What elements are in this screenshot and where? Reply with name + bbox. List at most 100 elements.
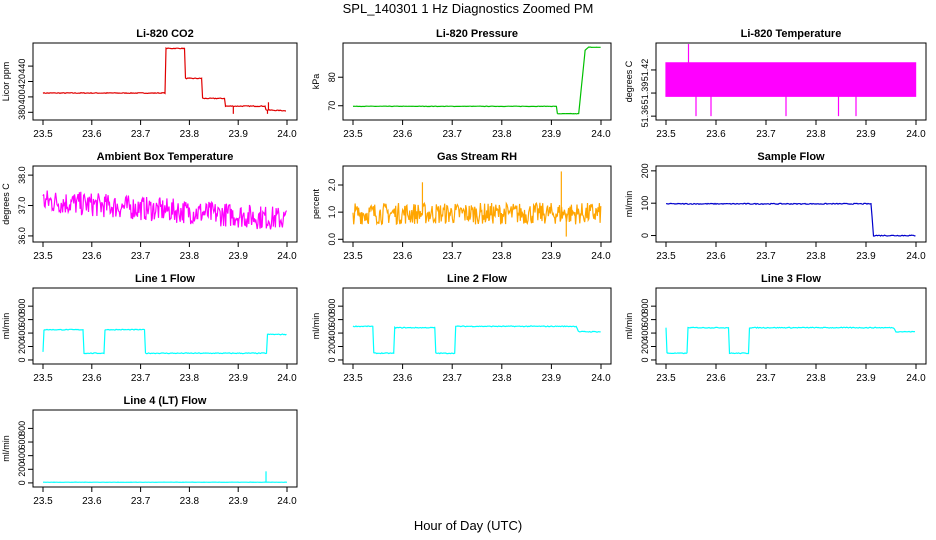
plot-frame — [655, 165, 927, 243]
series-group — [665, 44, 917, 117]
y-tick-label: 400 — [17, 448, 27, 463]
x-tick-label: 23.9 — [856, 129, 876, 140]
panel-7: Line 1 Flow ml/min 23.5 23.6 23.7 23.8 23.9 24.… — [1, 273, 298, 384]
x-tick-label: 23.5 — [343, 251, 363, 262]
data-series-line — [42, 190, 288, 230]
y-tick-label: 36.0 — [17, 227, 27, 245]
plot-frame — [342, 42, 612, 121]
x-tick-label: 23.8 — [492, 373, 512, 384]
y-tick-label: 400 — [640, 326, 650, 341]
x-tick-label: 23.9 — [856, 251, 876, 262]
y-axis-label: degrees C — [1, 183, 11, 225]
y-tick-label: 200 — [640, 163, 650, 178]
x-tick-label: 23.5 — [656, 251, 676, 262]
x-tick-label: 23.9 — [542, 251, 562, 262]
y-tick-label: 800 — [327, 299, 337, 314]
x-tick-label: 23.8 — [806, 373, 826, 384]
y-axis-label: ml/min — [1, 435, 11, 462]
y-tick-label: 440 — [17, 59, 27, 74]
series-group — [42, 190, 288, 230]
y-tick-label: 0 — [640, 357, 650, 362]
panel-title: Li-820 CO2 — [136, 28, 193, 40]
y-tick-label: 400 — [17, 89, 27, 104]
y-axis-label: ml/min — [1, 313, 11, 340]
x-tick-label: 23.6 — [706, 129, 726, 140]
panel-title: Line 3 Flow — [761, 273, 821, 285]
x-tick-label: 23.5 — [343, 373, 363, 384]
y-axis-label: Licor ppm — [1, 62, 11, 102]
x-tick-label: 23.8 — [492, 129, 512, 140]
y-tick-label: 600 — [17, 312, 27, 327]
x-tick-label: 23.8 — [806, 251, 826, 262]
x-tick-label: 23.9 — [228, 129, 248, 140]
x-tick-label: 23.9 — [228, 373, 248, 384]
y-tick-label: 600 — [640, 312, 650, 327]
panel-title: Line 4 (LT) Flow — [124, 395, 207, 407]
y-tick-label: 0.0 — [327, 233, 337, 246]
data-series-line — [665, 326, 916, 355]
x-tick-label: 23.7 — [756, 251, 776, 262]
x-tick-label: 23.5 — [33, 373, 53, 384]
x-tick-label: 24.0 — [277, 373, 297, 384]
x-tick-label: 23.9 — [542, 373, 562, 384]
y-axis-label: percent — [311, 188, 321, 219]
y-tick-label: 0 — [17, 480, 27, 485]
panel-6: Sample Flow ml/min 23.5 23.6 23.7 23.8 23.9 24.… — [624, 151, 927, 262]
plot-frame — [342, 165, 612, 243]
x-tick-label: 23.6 — [82, 251, 102, 262]
x-tick-label: 23.7 — [131, 373, 151, 384]
x-tick-label: 23.8 — [180, 129, 200, 140]
y-tick-label: 0 — [640, 233, 650, 238]
x-tick-label: 23.9 — [542, 129, 562, 140]
series-group — [666, 202, 916, 237]
x-tick-label: 23.8 — [180, 496, 200, 507]
y-tick-label: 200 — [17, 462, 27, 477]
plot-frame — [32, 287, 298, 365]
plot-frame — [655, 42, 927, 121]
y-axis-label: ml/min — [311, 313, 321, 340]
x-tick-label: 23.7 — [442, 373, 462, 384]
panel-title: Line 1 Flow — [135, 273, 195, 285]
panel-3: Li-820 Temperature degrees C 23.5 23.6 23.7 2… — [624, 28, 927, 140]
x-tick-label: 24.0 — [277, 496, 297, 507]
x-tick-label: 23.8 — [180, 373, 200, 384]
x-tick-label: 23.5 — [343, 129, 363, 140]
y-axis-label: degrees C — [624, 60, 634, 102]
series-group — [43, 471, 287, 483]
x-tick-label: 23.8 — [492, 251, 512, 262]
x-tick-label: 23.6 — [393, 129, 413, 140]
panel-4: Ambient Box Temperature degrees C 23.5 23.6… — [1, 151, 298, 262]
panel-title: Li-820 Temperature — [741, 28, 842, 40]
y-tick-label: 200 — [17, 339, 27, 354]
y-tick-label: 38.0 — [17, 166, 27, 184]
y-tick-label: 51.39 — [640, 82, 650, 105]
x-tick-label: 23.5 — [656, 129, 676, 140]
y-axis-label: kPa — [311, 74, 321, 90]
x-tick-label: 23.7 — [131, 251, 151, 262]
series-group — [42, 47, 287, 114]
x-tick-label: 23.6 — [706, 373, 726, 384]
x-tick-label: 23.5 — [33, 251, 53, 262]
panel-title: Gas Stream RH — [437, 151, 517, 163]
x-tick-label: 23.6 — [706, 251, 726, 262]
x-tick-label: 23.6 — [82, 373, 102, 384]
y-tick-label: 0 — [17, 357, 27, 362]
x-tick-label: 24.0 — [906, 373, 926, 384]
y-tick-label: 100 — [640, 196, 650, 211]
y-tick-label: 80 — [327, 72, 337, 82]
x-tick-label: 23.8 — [806, 129, 826, 140]
y-tick-label: 0 — [327, 357, 337, 362]
series-group — [42, 328, 287, 355]
series-group — [352, 325, 601, 355]
x-tick-label: 24.0 — [277, 129, 297, 140]
y-tick-label: 600 — [17, 435, 27, 450]
y-tick-label: 800 — [640, 299, 650, 314]
y-tick-label: 800 — [17, 421, 27, 436]
figure-x-label: Hour of Day (UTC) — [413, 518, 523, 533]
y-tick-label: 800 — [17, 299, 27, 314]
panel-8: Line 2 Flow ml/min 23.5 23.6 23.7 23.8 23.9 24.… — [311, 273, 612, 384]
x-tick-label: 23.9 — [856, 373, 876, 384]
y-tick-label: 400 — [17, 326, 27, 341]
x-tick-label: 23.5 — [33, 496, 53, 507]
